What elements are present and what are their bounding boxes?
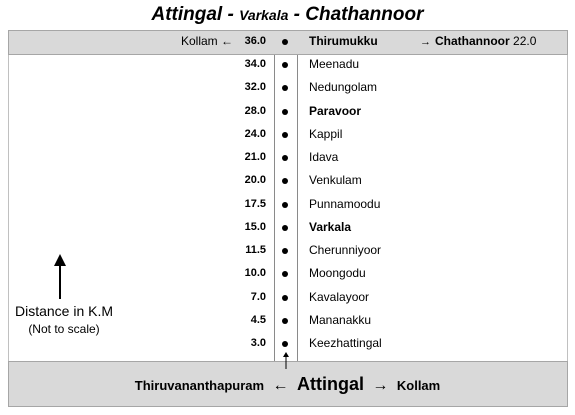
stop-dot: [282, 341, 288, 347]
stop-dot: [282, 224, 288, 231]
left-arrow-icon: ←: [221, 34, 234, 48]
top-left-destination: Kollam ←: [181, 34, 233, 48]
stop-name: Meenadu: [309, 57, 360, 71]
stop-dot: [282, 155, 288, 161]
stop-distance: 34.0: [244, 58, 266, 70]
direction-up-arrow-icon: [54, 254, 66, 299]
stop-dot: [282, 131, 288, 138]
title-part-varkala: Varkala: [239, 7, 289, 23]
top-left-place: Kollam: [181, 34, 218, 48]
stop-name: Moongodu: [309, 266, 366, 281]
stop-distance: 24.0: [244, 127, 266, 140]
up-arrow-icon: [283, 352, 289, 369]
stop-name: Kavalayoor: [309, 289, 370, 304]
top-stop-dot: [282, 39, 288, 45]
diagram-title: Attingal - Varkala - Chathannoor: [0, 4, 575, 26]
stop-distance: 20.0: [244, 174, 266, 187]
top-junction-band: [8, 30, 568, 55]
top-right-place: Chathannoor: [435, 34, 510, 48]
stop-distance: 17.5: [244, 197, 266, 210]
stop-dot: [282, 271, 288, 278]
stop-dot: [282, 85, 288, 92]
top-right-destination: → Chathannoor 22.0: [420, 34, 536, 48]
stop-name: Venkulam: [309, 173, 362, 188]
stop-distance: 7.0: [250, 290, 266, 303]
route-road: [274, 55, 298, 361]
stop-distance: 11.5: [245, 244, 266, 256]
top-right-distance: 22.0: [513, 34, 537, 48]
title-part-attingal: Attingal -: [151, 4, 240, 25]
stop-name: Keezhattingal: [309, 336, 382, 350]
distance-unit-note: Distance in K.M: [14, 303, 114, 319]
stop-dot: [282, 248, 288, 254]
right-arrow-icon: →: [420, 36, 431, 48]
stop-dot: [282, 317, 288, 324]
stop-distance: 3.0: [250, 337, 266, 349]
bottom-junction-band: [8, 361, 568, 407]
bottom-left-place: Thiruvananthapuram: [134, 378, 265, 393]
left-arrow-icon: ←: [272, 377, 289, 394]
bottom-junction-label: Thiruvananthapuram ← Attingal → Kollam: [0, 374, 575, 395]
stop-dot: [282, 294, 288, 301]
stop-distance: 21.0: [244, 151, 266, 163]
bottom-center-place: Attingal: [296, 374, 364, 394]
stop-distance: 28.0: [244, 104, 266, 117]
stop-name: Varkala: [309, 219, 352, 234]
stop-dot: [282, 108, 288, 115]
stop-dot: [282, 62, 288, 68]
scale-note: (Not to scale): [28, 322, 100, 336]
bottom-right-place: Kollam: [396, 378, 441, 393]
stop-name: Idava: [309, 150, 339, 164]
stop-name: Paravoor: [309, 103, 362, 118]
top-junction-name: Thirumukku: [309, 34, 378, 48]
stop-dot: [282, 178, 288, 185]
stop-name: Nedungolam: [309, 80, 378, 95]
right-divider-line: [567, 55, 568, 361]
stop-name: Kappil: [309, 126, 343, 141]
stop-distance: 32.0: [244, 81, 266, 94]
right-arrow-icon: →: [372, 377, 389, 394]
stop-name: Mananakku: [309, 312, 372, 327]
stop-name: Punnamoodu: [309, 196, 381, 211]
stop-distance: 10.0: [244, 267, 266, 280]
stop-distance: 15.0: [244, 220, 266, 233]
stop-dot: [282, 201, 288, 208]
stop-distance: 4.5: [250, 313, 266, 326]
left-divider-line: [8, 55, 9, 361]
top-distance: 36.0: [244, 35, 266, 47]
stop-name: Cherunniyoor: [309, 243, 382, 257]
title-part-chathannoor: - Chathannoor: [288, 4, 424, 25]
